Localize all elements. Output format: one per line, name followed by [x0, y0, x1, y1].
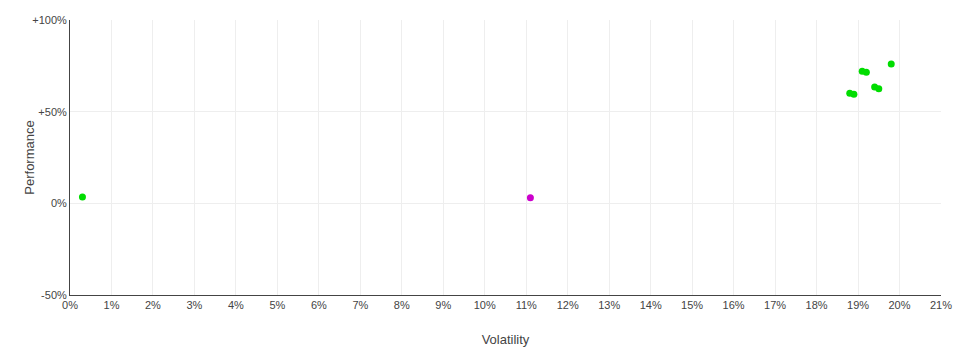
svg-text:12%: 12%	[557, 299, 579, 311]
svg-text:7%: 7%	[352, 299, 368, 311]
svg-text:Performance: Performance	[22, 120, 37, 194]
svg-text:3%: 3%	[186, 299, 202, 311]
svg-text:-50%: -50%	[41, 289, 67, 301]
svg-text:8%: 8%	[394, 299, 410, 311]
svg-text:20%: 20%	[889, 299, 911, 311]
svg-text:2%: 2%	[145, 299, 161, 311]
svg-text:10%: 10%	[474, 299, 496, 311]
svg-text:6%: 6%	[311, 299, 327, 311]
svg-text:0%: 0%	[51, 197, 67, 209]
svg-text:17%: 17%	[764, 299, 786, 311]
svg-text:13%: 13%	[598, 299, 620, 311]
svg-text:1%: 1%	[104, 299, 120, 311]
svg-text:4%: 4%	[228, 299, 244, 311]
svg-text:5%: 5%	[269, 299, 285, 311]
svg-text:11%: 11%	[516, 299, 537, 311]
svg-text:18%: 18%	[806, 299, 828, 311]
svg-text:+50%: +50%	[38, 106, 67, 118]
svg-text:15%: 15%	[681, 299, 703, 311]
svg-text:9%: 9%	[435, 299, 451, 311]
svg-text:Volatility: Volatility	[482, 332, 530, 347]
svg-text:19%: 19%	[847, 299, 869, 311]
svg-text:0%: 0%	[62, 299, 78, 311]
svg-text:14%: 14%	[640, 299, 662, 311]
svg-text:21%: 21%	[930, 299, 952, 311]
svg-text:16%: 16%	[723, 299, 745, 311]
svg-text:+100%: +100%	[32, 14, 67, 26]
